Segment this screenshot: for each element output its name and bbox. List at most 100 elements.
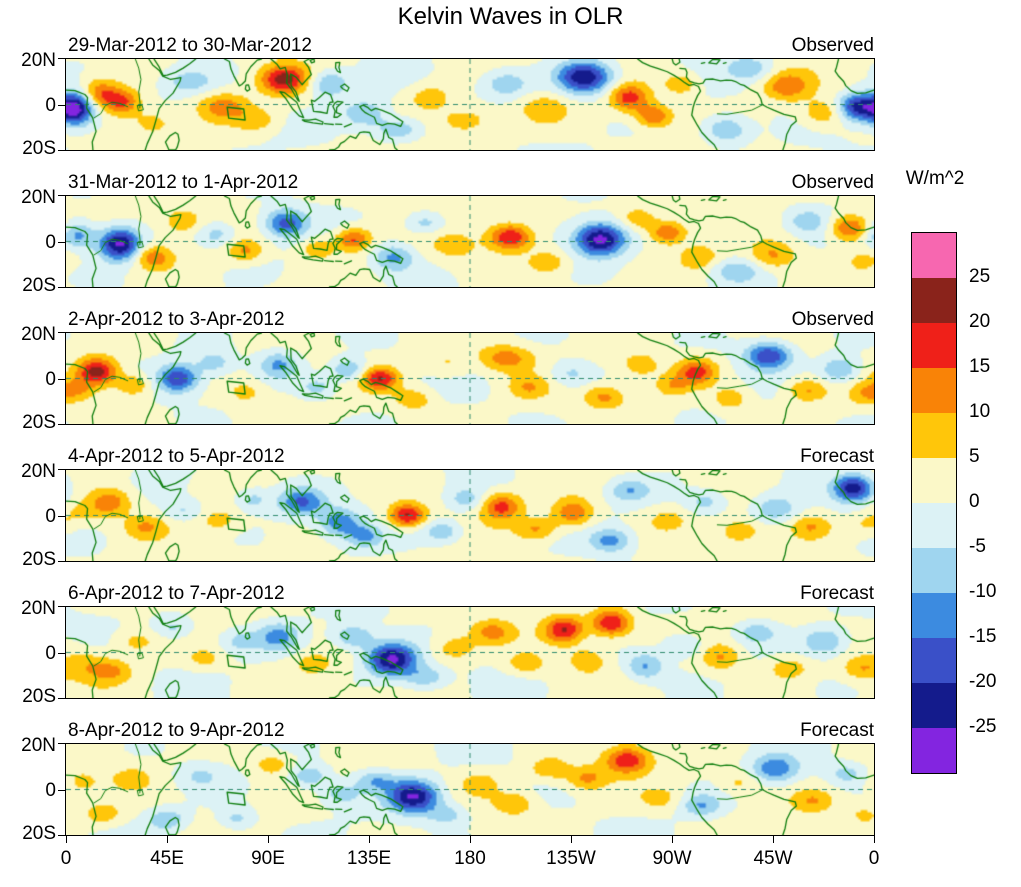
panel-date-label: 2-Apr-2012 to 3-Apr-2012 bbox=[68, 309, 285, 330]
y-axis-tick-label: 20N bbox=[21, 735, 56, 756]
panel-1: 29-Mar-2012 to 30-Mar-2012 Observed 20N 0 20… bbox=[21, 34, 875, 158]
colorbar-tick-label: 10 bbox=[969, 401, 991, 422]
panel-source-label: Forecast bbox=[800, 446, 874, 467]
contour-map-canvas bbox=[66, 744, 874, 835]
y-axis-tick-label: 0 bbox=[45, 368, 56, 390]
panel-header: 8-Apr-2012 to 9-Apr-2012 Forecast bbox=[65, 719, 875, 743]
y-axis-tick-mark bbox=[58, 743, 66, 744]
x-axis-tick-mark bbox=[166, 835, 168, 843]
colorbar-tick-label: -20 bbox=[969, 671, 997, 692]
colorbar-cell bbox=[912, 638, 956, 683]
colorbar bbox=[911, 232, 957, 774]
panel-6: 8-Apr-2012 to 9-Apr-2012 Forecast 20N 0 20S bbox=[21, 719, 875, 843]
y-axis-tick-label: 20S bbox=[22, 549, 56, 570]
panel-header: 31-Mar-2012 to 1-Apr-2012 Observed bbox=[65, 171, 875, 195]
y-axis-tick-mark bbox=[58, 332, 66, 333]
contour-map-canvas bbox=[66, 470, 874, 561]
x-axis-tick-label: 90W bbox=[652, 848, 692, 869]
colorbar-cell bbox=[912, 728, 956, 773]
y-axis-tick-label: 20S bbox=[22, 275, 56, 296]
x-axis-tick-label: 0 bbox=[868, 848, 880, 869]
y-axis-tick-label: 20N bbox=[21, 187, 56, 208]
colorbar-tick-label: 0 bbox=[969, 491, 980, 512]
colorbar-cell bbox=[912, 323, 956, 368]
y-axis-tick-mark bbox=[58, 287, 66, 288]
x-axis-tick-label: 45E bbox=[150, 848, 184, 869]
x-axis-tick-mark bbox=[671, 835, 673, 843]
contour-map-canvas bbox=[66, 607, 874, 698]
y-axis-tick-label: 20N bbox=[21, 324, 56, 345]
y-axis-tick-label: 0 bbox=[45, 94, 56, 116]
panel-source-label: Forecast bbox=[800, 720, 874, 741]
colorbar-tick-label: 20 bbox=[969, 311, 991, 332]
colorbar-tick-label: -5 bbox=[969, 536, 986, 557]
colorbar-cell bbox=[912, 593, 956, 638]
panel-3: 2-Apr-2012 to 3-Apr-2012 Observed 20N 0 20S bbox=[21, 308, 875, 432]
x-axis-tick-mark bbox=[772, 835, 774, 843]
panel-date-label: 4-Apr-2012 to 5-Apr-2012 bbox=[68, 446, 285, 467]
y-axis-tick-mark bbox=[58, 378, 66, 380]
panel-header: 29-Mar-2012 to 30-Mar-2012 Observed bbox=[65, 34, 875, 58]
panel-2: 31-Mar-2012 to 1-Apr-2012 Observed 20N 0 20S bbox=[21, 171, 875, 295]
panel-header: 2-Apr-2012 to 3-Apr-2012 Observed bbox=[65, 308, 875, 332]
colorbar-tick-label: -10 bbox=[969, 581, 997, 602]
colorbar-cell bbox=[912, 413, 956, 458]
colorbar-cell bbox=[912, 233, 956, 278]
y-axis-tick-mark bbox=[58, 58, 66, 59]
x-axis-tick-label: 135W bbox=[546, 848, 596, 869]
panel-source-label: Observed bbox=[791, 172, 874, 193]
y-axis-tick-mark bbox=[58, 424, 66, 425]
x-axis-tick-mark bbox=[368, 835, 370, 843]
colorbar-tick-label: 25 bbox=[969, 266, 991, 287]
y-axis-tick-label: 0 bbox=[45, 505, 56, 527]
y-axis-tick-label: 20N bbox=[21, 461, 56, 482]
y-axis-tick-label: 20S bbox=[22, 823, 56, 844]
y-axis-tick-label: 0 bbox=[45, 231, 56, 253]
colorbar-tick-label: 5 bbox=[969, 446, 980, 467]
y-axis-tick-mark bbox=[58, 835, 66, 836]
y-axis-tick-label: 20N bbox=[21, 50, 56, 71]
panel-source-label: Forecast bbox=[800, 583, 874, 604]
y-axis-tick-label: 0 bbox=[45, 779, 56, 801]
x-axis-tick-label: 90E bbox=[251, 848, 285, 869]
x-axis: 0 45E 90E 135E 180 135W 90W 45W 0 bbox=[61, 846, 880, 872]
colorbar-cell bbox=[912, 368, 956, 413]
x-axis-tick-label: 0 bbox=[60, 848, 72, 869]
colorbar-tick-label: -15 bbox=[969, 626, 997, 647]
panel-map: 20N 0 20S bbox=[21, 51, 875, 158]
y-axis-tick-mark bbox=[58, 241, 66, 243]
y-axis-tick-mark bbox=[58, 698, 66, 699]
y-axis-tick-label: 20S bbox=[22, 412, 56, 433]
contour-map-canvas bbox=[66, 196, 874, 287]
colorbar-tick-label: -25 bbox=[969, 716, 997, 737]
colorbar-cell bbox=[912, 458, 956, 503]
y-axis-tick-label: 0 bbox=[45, 642, 56, 664]
panel-map: 20N 0 20S bbox=[21, 462, 875, 569]
y-axis-tick-mark bbox=[58, 104, 66, 106]
panel-header: 4-Apr-2012 to 5-Apr-2012 Forecast bbox=[65, 445, 875, 469]
panel-4: 4-Apr-2012 to 5-Apr-2012 Forecast 20N 0 20S bbox=[21, 445, 875, 569]
panel-header: 6-Apr-2012 to 7-Apr-2012 Forecast bbox=[65, 582, 875, 606]
contour-map-canvas bbox=[66, 333, 874, 424]
y-axis-tick-mark bbox=[58, 606, 66, 607]
y-axis-tick-label: 20S bbox=[22, 138, 56, 159]
panels: 29-Mar-2012 to 30-Mar-2012 Observed 20N 0 20… bbox=[21, 34, 875, 856]
y-axis-tick-mark bbox=[58, 515, 66, 517]
colorbar-cell bbox=[912, 278, 956, 323]
panel-source-label: Observed bbox=[791, 35, 874, 56]
panel-date-label: 6-Apr-2012 to 7-Apr-2012 bbox=[68, 583, 285, 604]
colorbar-cell bbox=[912, 548, 956, 593]
x-axis-tick-label: 135E bbox=[346, 848, 392, 869]
panel-map: 20N 0 20S bbox=[21, 325, 875, 432]
x-axis-tick-label: 180 bbox=[454, 848, 486, 869]
figure-title: Kelvin Waves in OLR bbox=[397, 3, 624, 30]
y-axis-tick-mark bbox=[58, 469, 66, 470]
x-axis-tick-label: 45W bbox=[753, 848, 793, 869]
x-axis-tick-mark bbox=[873, 835, 875, 843]
panel-source-label: Observed bbox=[791, 309, 874, 330]
y-axis-tick-mark bbox=[58, 150, 66, 151]
panel-date-label: 29-Mar-2012 to 30-Mar-2012 bbox=[68, 35, 312, 56]
x-axis-tick-mark bbox=[65, 835, 67, 843]
panel-map: 20N 0 20S bbox=[21, 188, 875, 295]
